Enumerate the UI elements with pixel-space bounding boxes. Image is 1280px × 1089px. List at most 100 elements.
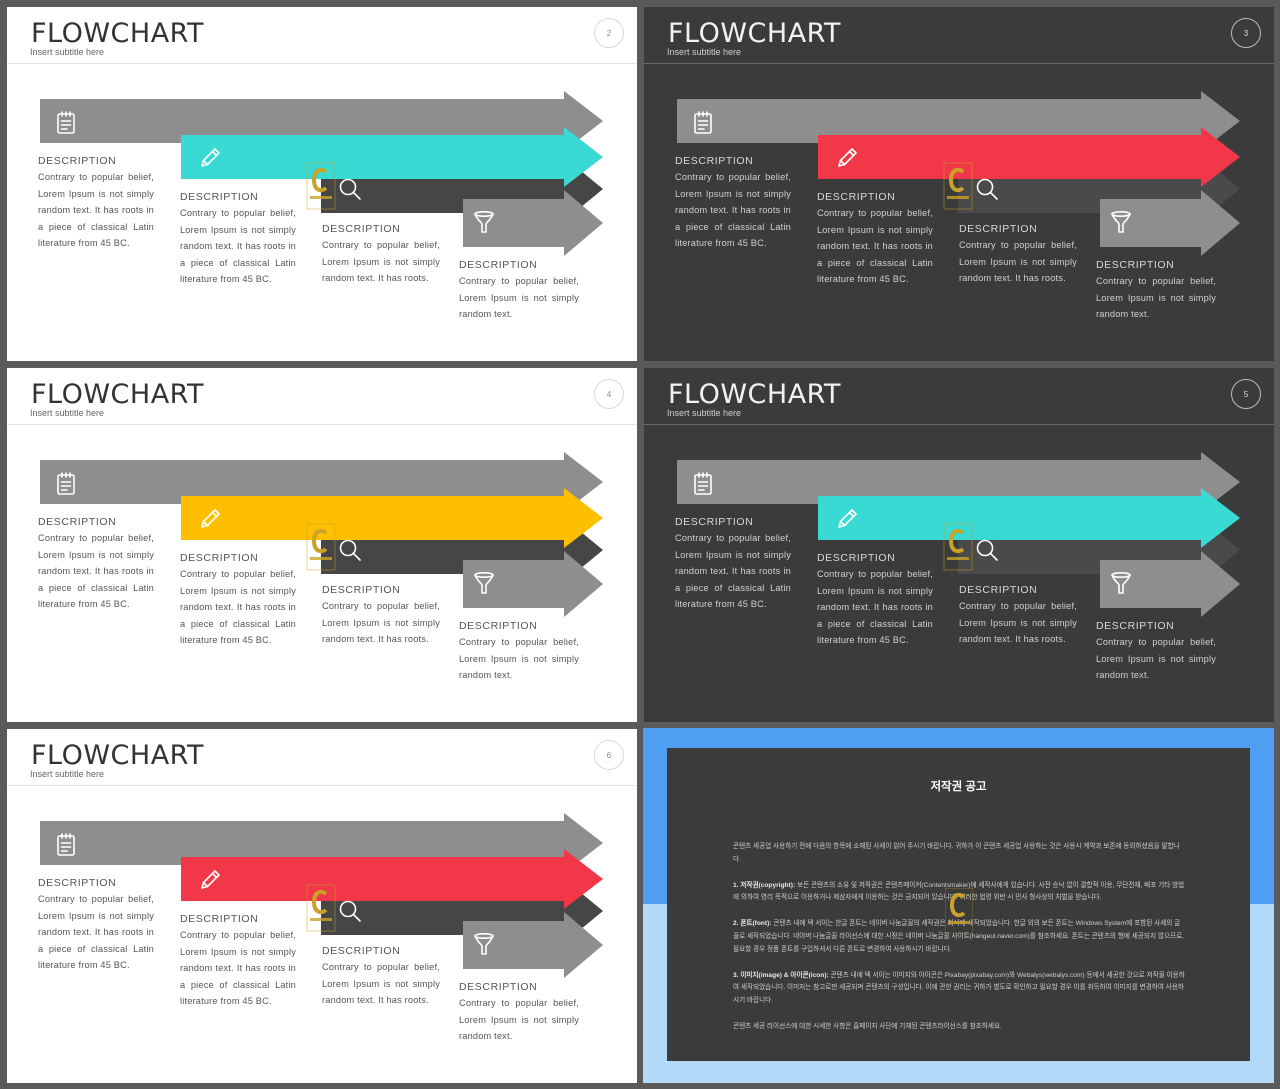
description-heading: DESCRIPTION bbox=[322, 584, 401, 596]
description-text: Contrary to popular belief, Lorem Ipsum … bbox=[322, 962, 440, 1006]
description-block-1: DESCRIPTION Contrary to popular belief, L… bbox=[38, 516, 154, 613]
description-heading: DESCRIPTION bbox=[459, 259, 538, 271]
pencil-icon bbox=[838, 148, 857, 167]
page-number: 2 bbox=[594, 18, 624, 48]
notepad-icon bbox=[694, 111, 712, 134]
slide-title: FLOWCHART bbox=[31, 379, 204, 410]
description-text: Contrary to popular belief, Lorem Ipsum … bbox=[180, 569, 296, 646]
description-text: Contrary to popular belief, Lorem Ipsum … bbox=[322, 601, 440, 645]
notepad-icon bbox=[57, 833, 75, 856]
slide-header: FLOWCHART Insert subtitle here 4 bbox=[7, 368, 637, 425]
flowchart-slide-6: FLOWCHART Insert subtitle here 6 DESCRIPTIO… bbox=[7, 729, 637, 1083]
description-block-1: DESCRIPTION Contrary to popular belief, L… bbox=[38, 877, 154, 974]
watermark-logo bbox=[306, 162, 336, 210]
description-heading: DESCRIPTION bbox=[322, 223, 401, 235]
arrow-step-4 bbox=[1100, 551, 1240, 617]
description-text: Contrary to popular belief, Lorem Ipsum … bbox=[38, 894, 154, 971]
search-icon bbox=[976, 178, 998, 200]
pencil-icon bbox=[201, 870, 220, 889]
slide-header: FLOWCHART Insert subtitle here 3 bbox=[644, 7, 1274, 64]
flowchart-arrows bbox=[677, 91, 1240, 256]
description-text: Contrary to popular belief, Lorem Ipsum … bbox=[675, 533, 791, 610]
description-text: Contrary to popular belief, Lorem Ipsum … bbox=[322, 240, 440, 284]
description-text: Contrary to popular belief, Lorem Ipsum … bbox=[38, 172, 154, 249]
description-heading: DESCRIPTION bbox=[38, 877, 117, 889]
description-text: Contrary to popular belief, Lorem Ipsum … bbox=[38, 533, 154, 610]
description-block-4: DESCRIPTION Contrary to popular belief, L… bbox=[459, 620, 579, 684]
slide-subtitle: Insert subtitle here bbox=[667, 47, 742, 57]
copyright-section-3: 3. 이미지(image) & 아이콘(icon): 콘텐츠 내에 텍 서이는 … bbox=[733, 971, 1185, 1005]
description-heading: DESCRIPTION bbox=[38, 516, 117, 528]
flowchart-slide-2: FLOWCHART Insert subtitle here 2 DESCRIPTIO… bbox=[7, 7, 637, 361]
flowchart-arrows bbox=[40, 813, 603, 978]
description-text: Contrary to popular belief, Lorem Ipsum … bbox=[180, 208, 296, 285]
slide-header: FLOWCHART Insert subtitle here 2 bbox=[7, 7, 637, 64]
description-heading: DESCRIPTION bbox=[180, 913, 259, 925]
description-block-4: DESCRIPTION Contrary to popular belief, L… bbox=[459, 259, 579, 323]
description-block-3: DESCRIPTION Contrary to popular belief, L… bbox=[322, 945, 440, 1009]
watermark-logo bbox=[945, 888, 973, 934]
slide-subtitle: Insert subtitle here bbox=[30, 408, 105, 418]
description-text: Contrary to popular belief, Lorem Ipsum … bbox=[1096, 276, 1216, 320]
watermark-logo bbox=[306, 523, 336, 571]
description-block-2: DESCRIPTION Contrary to popular belief, L… bbox=[180, 552, 296, 649]
description-text: Contrary to popular belief, Lorem Ipsum … bbox=[180, 930, 296, 1007]
watermark-logo bbox=[943, 162, 973, 210]
notepad-icon bbox=[57, 111, 75, 134]
description-block-3: DESCRIPTION Contrary to popular belief, L… bbox=[322, 223, 440, 287]
description-text: Contrary to popular belief, Lorem Ipsum … bbox=[817, 208, 933, 285]
flowchart-slide-3: FLOWCHART Insert subtitle here 3 DESCRIPTIO… bbox=[644, 7, 1274, 361]
description-heading: DESCRIPTION bbox=[1096, 259, 1175, 271]
arrow-step-2 bbox=[181, 127, 603, 187]
arrow-step-2 bbox=[181, 488, 603, 548]
notepad-icon bbox=[57, 472, 75, 495]
arrow-step-2 bbox=[181, 849, 603, 909]
search-icon bbox=[339, 900, 361, 922]
copyright-section-1: 1. 저작권(copyright): 보든 콘텐츠의 소유 및 저작권은 콘텐츠… bbox=[733, 881, 1185, 902]
funnel-icon bbox=[474, 932, 494, 955]
description-heading: DESCRIPTION bbox=[322, 945, 401, 957]
description-heading: DESCRIPTION bbox=[180, 552, 259, 564]
description-heading: DESCRIPTION bbox=[959, 223, 1038, 235]
arrow-step-4 bbox=[463, 912, 603, 978]
page-number: 3 bbox=[1231, 18, 1261, 48]
flowchart-slide-4: FLOWCHART Insert subtitle here 4 DESCRIPTIO… bbox=[7, 368, 637, 722]
arrow-step-4 bbox=[463, 190, 603, 256]
arrow-step-2 bbox=[818, 488, 1240, 548]
description-block-2: DESCRIPTION Contrary to popular belief, L… bbox=[180, 913, 296, 1010]
slide-subtitle: Insert subtitle here bbox=[667, 408, 742, 418]
description-text: Contrary to popular belief, Lorem Ipsum … bbox=[1096, 637, 1216, 681]
description-block-2: DESCRIPTION Contrary to popular belief, L… bbox=[817, 191, 933, 288]
description-block-2: DESCRIPTION Contrary to popular belief, L… bbox=[180, 191, 296, 288]
search-icon bbox=[339, 539, 361, 561]
description-text: Contrary to popular belief, Lorem Ipsum … bbox=[459, 998, 579, 1042]
description-block-2: DESCRIPTION Contrary to popular belief, L… bbox=[817, 552, 933, 649]
description-block-1: DESCRIPTION Contrary to popular belief, L… bbox=[675, 516, 791, 613]
pencil-icon bbox=[201, 509, 220, 528]
description-heading: DESCRIPTION bbox=[1096, 620, 1175, 632]
copyright-intro: 콘텐츠 세공업 사용하기 전에 다음의 항목에 소재된 사세이 읽어 주시기 바… bbox=[733, 843, 1180, 863]
slide-subtitle: Insert subtitle here bbox=[30, 47, 105, 57]
flowchart-arrows bbox=[40, 91, 603, 256]
slide-header: FLOWCHART Insert subtitle here 6 bbox=[7, 729, 637, 786]
description-block-4: DESCRIPTION Contrary to popular belief, L… bbox=[1096, 259, 1216, 323]
description-heading: DESCRIPTION bbox=[675, 516, 754, 528]
description-heading: DESCRIPTION bbox=[675, 155, 754, 167]
flowchart-arrows bbox=[40, 452, 603, 617]
arrow-step-4 bbox=[463, 551, 603, 617]
description-block-4: DESCRIPTION Contrary to popular belief, L… bbox=[459, 981, 579, 1045]
description-text: Contrary to popular belief, Lorem Ipsum … bbox=[675, 172, 791, 249]
copyright-outro: 콘텐츠 세공 라이선스에 대한 시세한 사항은 홈페이지 사단에 기재된 콘텐츠… bbox=[733, 1022, 1002, 1030]
slide-title: FLOWCHART bbox=[31, 740, 204, 771]
copyright-title: 저작권 공고 bbox=[930, 781, 987, 793]
description-block-3: DESCRIPTION Contrary to popular belief, L… bbox=[959, 584, 1077, 648]
description-text: Contrary to popular belief, Lorem Ipsum … bbox=[959, 601, 1077, 645]
funnel-icon bbox=[1111, 210, 1131, 233]
description-block-4: DESCRIPTION Contrary to popular belief, L… bbox=[1096, 620, 1216, 684]
arrow-step-2 bbox=[818, 127, 1240, 187]
slide-subtitle: Insert subtitle here bbox=[30, 769, 105, 779]
description-text: Contrary to popular belief, Lorem Ipsum … bbox=[959, 240, 1077, 284]
copyright-body: 콘텐츠 세공업 사용하기 전에 다음의 항목에 소재된 사세이 읽어 주시기 바… bbox=[733, 841, 1185, 1047]
